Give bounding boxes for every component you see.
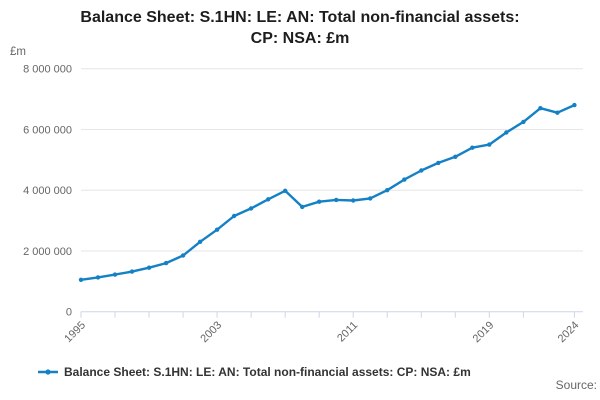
x-axis-tick-label: 1995 bbox=[62, 319, 88, 345]
y-axis-unit-label: £m bbox=[10, 46, 26, 58]
x-axis-tick-label: 2003 bbox=[198, 319, 224, 345]
data-point[interactable] bbox=[197, 239, 203, 244]
data-point[interactable] bbox=[112, 272, 118, 277]
data-point[interactable] bbox=[555, 110, 560, 115]
data-point[interactable] bbox=[180, 253, 186, 258]
data-point[interactable] bbox=[538, 106, 543, 111]
x-axis-tick-label: 2019 bbox=[471, 319, 497, 345]
y-axis-tick-label: 4 000 000 bbox=[23, 185, 72, 197]
y-axis-tick-label: 2 000 000 bbox=[23, 246, 72, 258]
data-point[interactable] bbox=[95, 275, 101, 280]
data-point[interactable] bbox=[283, 188, 288, 193]
data-point[interactable] bbox=[487, 142, 492, 147]
data-point[interactable] bbox=[419, 168, 424, 173]
data-point[interactable] bbox=[78, 277, 84, 282]
data-point[interactable] bbox=[521, 119, 526, 125]
data-point[interactable] bbox=[453, 154, 458, 159]
data-point[interactable] bbox=[572, 102, 577, 108]
legend-item[interactable]: Balance Sheet: S.1HN: LE: AN: Total non-… bbox=[38, 363, 471, 381]
data-point[interactable] bbox=[385, 188, 390, 193]
data-point[interactable] bbox=[402, 177, 407, 182]
data-point[interactable] bbox=[504, 130, 509, 135]
legend-line-marker-icon bbox=[38, 369, 58, 375]
data-point[interactable] bbox=[163, 260, 169, 266]
data-point[interactable] bbox=[351, 198, 356, 203]
chart-title-line-2: CP: NSA: £m bbox=[250, 30, 350, 47]
data-point[interactable] bbox=[146, 265, 152, 270]
data-point[interactable] bbox=[317, 199, 322, 204]
data-point[interactable] bbox=[436, 160, 441, 166]
series-line bbox=[79, 103, 576, 281]
data-point[interactable] bbox=[248, 206, 254, 211]
data-point[interactable] bbox=[300, 204, 305, 210]
chart-title: Balance Sheet: S.1HN: LE: AN: Total non-… bbox=[0, 7, 600, 49]
y-axis-tick-label: 8 000 000 bbox=[23, 64, 72, 76]
data-point[interactable] bbox=[214, 227, 220, 232]
data-point[interactable] bbox=[470, 145, 475, 150]
chart-title-line-1: Balance Sheet: S.1HN: LE: AN: Total non-… bbox=[80, 9, 520, 26]
data-point[interactable] bbox=[334, 197, 339, 203]
x-axis-tick-label: 2011 bbox=[335, 319, 360, 344]
data-point[interactable] bbox=[231, 213, 237, 219]
x-axis-tick-label: 2024 bbox=[556, 319, 582, 345]
source-label: Source: bbox=[555, 378, 597, 392]
data-point[interactable] bbox=[129, 269, 135, 274]
y-axis-tick-label: 6 000 000 bbox=[23, 124, 72, 136]
data-point[interactable] bbox=[368, 196, 373, 201]
legend-label: Balance Sheet: S.1HN: LE: AN: Total non-… bbox=[64, 365, 471, 379]
data-point[interactable] bbox=[266, 197, 271, 202]
y-axis-tick-label: 0 bbox=[66, 307, 72, 319]
